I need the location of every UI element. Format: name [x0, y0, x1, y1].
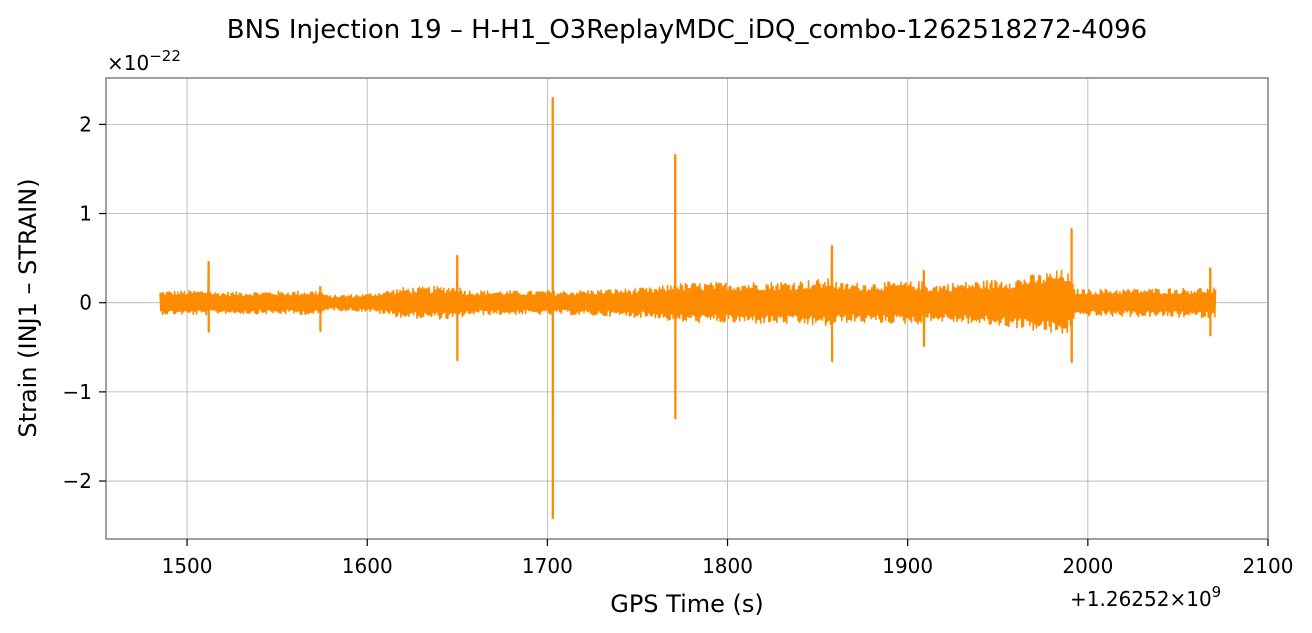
x-tick-label: 1600 — [342, 554, 393, 578]
y-tick-label: −2 — [63, 469, 92, 493]
plot-frame — [105, 77, 1269, 540]
x-tick-label: 1700 — [522, 554, 573, 578]
y-tick-label: −1 — [63, 380, 92, 404]
x-axis-label: GPS Time (s) — [610, 590, 764, 618]
x-tick-label: 1800 — [702, 554, 753, 578]
x-offset-base: +1.26252×10 — [1070, 587, 1212, 611]
ticks: 1500 1600 1700 1800 1900 2000 2100 −2 −1 0 1 2 — [63, 112, 1294, 578]
x-tick-label: 2000 — [1062, 554, 1113, 578]
series-strain — [159, 96, 1217, 520]
chart-title: BNS Injection 19 – H-H1_O3ReplayMDC_iDQ_… — [227, 15, 1147, 45]
x-offset-factor: +1.26252×109 — [1070, 583, 1221, 611]
x-tick-label: 1500 — [162, 554, 213, 578]
y-scale-exponent: −22 — [149, 47, 181, 65]
series-line — [159, 96, 1217, 520]
y-scale-factor: ×10−22 — [107, 47, 181, 75]
y-tick-label: 2 — [79, 112, 92, 136]
x-offset-exponent: 9 — [1212, 583, 1222, 601]
y-axis-label: Strain (INJ1 – STRAIN) — [14, 178, 42, 437]
y-tick-label: 1 — [79, 202, 92, 226]
x-tick-label: 1900 — [882, 554, 933, 578]
y-scale-base: ×10 — [107, 51, 149, 75]
x-tick-label: 2100 — [1243, 554, 1294, 578]
y-tick-label: 0 — [79, 291, 92, 315]
